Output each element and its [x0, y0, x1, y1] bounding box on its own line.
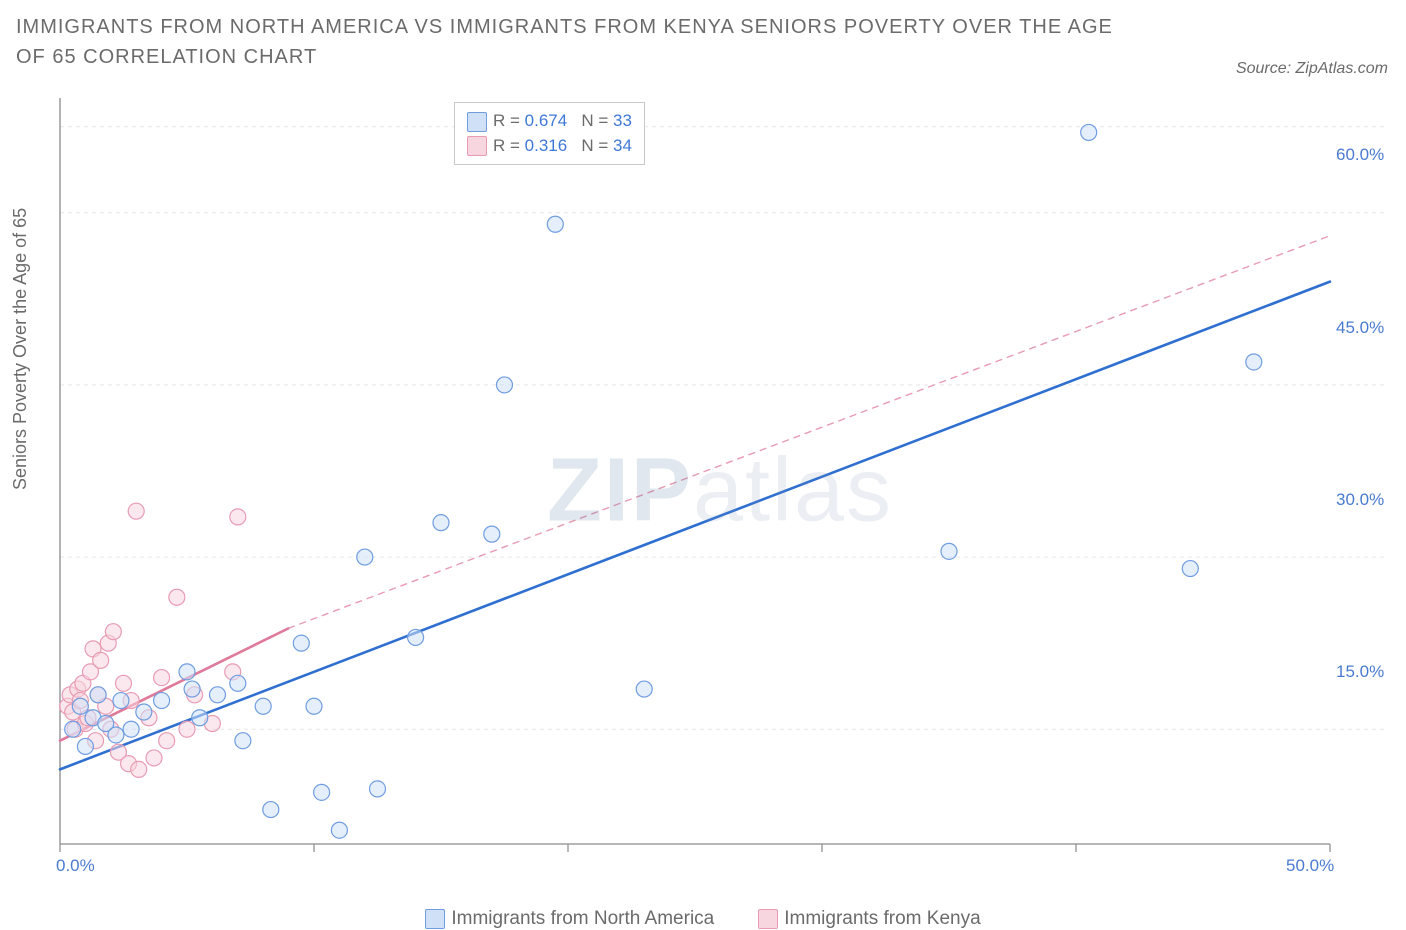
- source-label: Source: ZipAtlas.com: [1236, 60, 1388, 78]
- y-tick-label: 30.0%: [1336, 490, 1384, 510]
- y-tick-label: 15.0%: [1336, 662, 1384, 682]
- stats-legend-row: R = 0.674 N = 33: [467, 109, 632, 134]
- series-legend-label: Immigrants from Kenya: [784, 908, 980, 929]
- scatter-plot-svg: [54, 98, 1386, 884]
- x-tick-label: 50.0%: [1286, 856, 1334, 876]
- y-axis-label: Seniors Poverty Over the Age of 65: [10, 208, 31, 490]
- legend-swatch: [425, 909, 445, 929]
- plot-area: ZIPatlas R = 0.674 N = 33R = 0.316 N = 3…: [54, 98, 1386, 884]
- series-legend-item: Immigrants from North America: [425, 908, 714, 929]
- stats-legend-row: R = 0.316 N = 34: [467, 134, 632, 159]
- legend-swatch: [467, 112, 487, 132]
- x-tick-label: 0.0%: [56, 856, 95, 876]
- y-tick-label: 45.0%: [1336, 318, 1384, 338]
- series-legend-label: Immigrants from North America: [451, 908, 714, 929]
- stats-legend: R = 0.674 N = 33R = 0.316 N = 34: [454, 102, 645, 165]
- legend-swatch: [758, 909, 778, 929]
- legend-swatch: [467, 136, 487, 156]
- series-legend-item: Immigrants from Kenya: [758, 908, 980, 929]
- y-tick-label: 60.0%: [1336, 145, 1384, 165]
- series-legend: Immigrants from North America Immigrants …: [0, 908, 1406, 930]
- chart-container: IMMIGRANTS FROM NORTH AMERICA VS IMMIGRA…: [0, 0, 1406, 930]
- chart-title: IMMIGRANTS FROM NORTH AMERICA VS IMMIGRA…: [16, 12, 1146, 72]
